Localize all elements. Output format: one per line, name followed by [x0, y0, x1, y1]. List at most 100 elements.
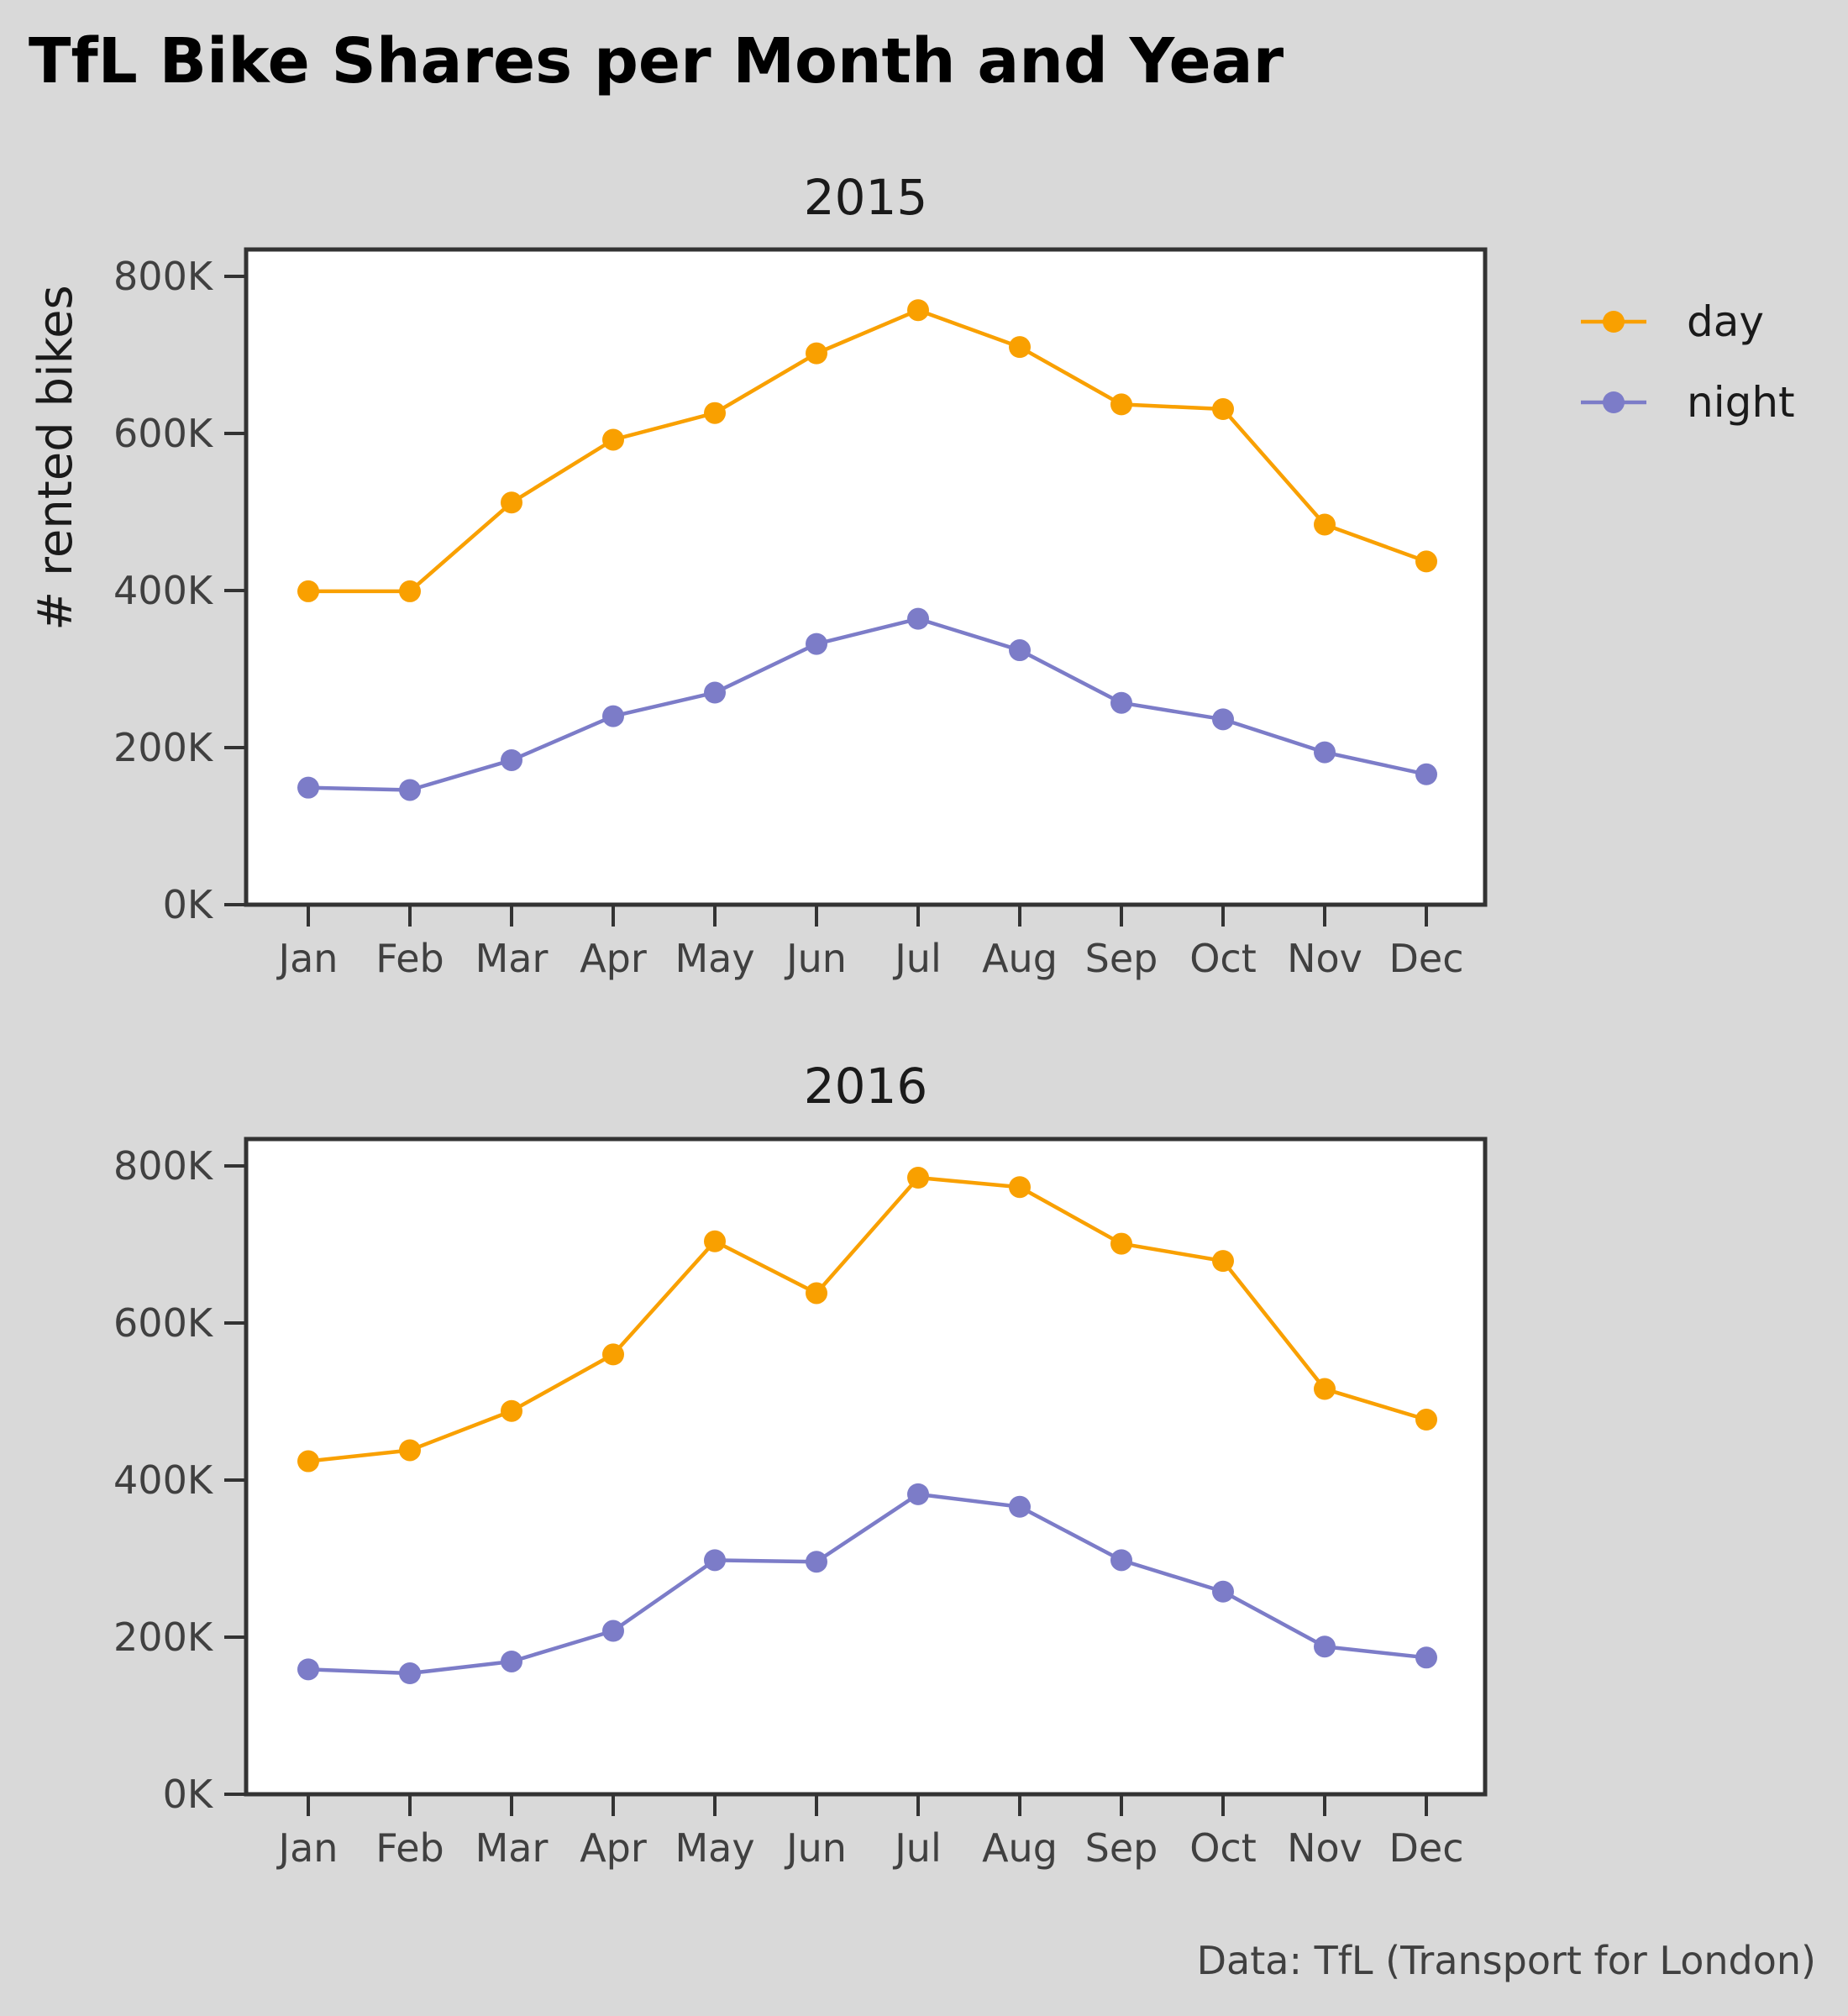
- data-point-night: [704, 681, 726, 704]
- facet-label: 2016: [804, 1058, 928, 1115]
- data-point-night: [297, 1658, 319, 1681]
- legend-key-point: [1603, 391, 1625, 413]
- data-point-night: [1009, 1495, 1031, 1518]
- legend-key-point: [1603, 311, 1625, 333]
- x-tick-label: Sep: [1085, 936, 1158, 981]
- y-tick-label: 800K: [113, 254, 214, 299]
- y-tick-label: 400K: [113, 568, 214, 613]
- x-tick-label: May: [675, 936, 754, 981]
- x-tick-label: Oct: [1189, 1825, 1257, 1871]
- x-tick-label: Jul: [892, 936, 942, 981]
- x-tick-label: Oct: [1189, 936, 1257, 981]
- series-line-night: [307, 1492, 1427, 1676]
- legend-label: night: [1687, 378, 1795, 427]
- x-tick-label: Jun: [784, 1825, 847, 1871]
- legend-label: day: [1687, 297, 1764, 346]
- panel-2015: 2015 0K 200K 400K 600K 800K Jan Feb Mar Apr May Jun…: [113, 169, 1488, 981]
- plot-area: [244, 1137, 1488, 1797]
- data-point-day: [1009, 1176, 1031, 1199]
- data-point-night: [704, 1549, 726, 1572]
- x-tick-label: Jul: [892, 1825, 942, 1871]
- x-tick-label: Aug: [982, 936, 1058, 981]
- data-point-night: [1415, 1646, 1437, 1669]
- y-tick-label: 800K: [113, 1143, 214, 1189]
- data-point-night: [602, 1620, 624, 1642]
- data-point-night: [399, 1662, 421, 1685]
- data-point-night: [1314, 741, 1336, 764]
- data-point-day: [297, 580, 319, 602]
- data-point-day: [1110, 393, 1132, 416]
- data-point-night: [1212, 708, 1234, 731]
- x-tick-label: Nov: [1287, 1825, 1362, 1871]
- x-tick-label: Aug: [982, 1825, 1058, 1871]
- data-point-day: [1009, 336, 1031, 359]
- data-point-night: [602, 705, 624, 727]
- y-axis-label: # rented bikes: [29, 285, 83, 630]
- legend: day night: [1581, 297, 1795, 427]
- x-tick-label: Apr: [580, 936, 647, 981]
- data-point-day: [399, 580, 421, 602]
- data-point-day: [1212, 1250, 1234, 1273]
- data-point-day: [297, 1450, 319, 1473]
- data-point-night: [1009, 639, 1031, 662]
- y-tick-label: 600K: [113, 1300, 214, 1346]
- data-point-night: [399, 779, 421, 801]
- data-point-day: [1415, 1409, 1437, 1431]
- x-tick-label: Jan: [276, 1825, 339, 1871]
- facet-label: 2015: [804, 169, 928, 226]
- data-point-day: [602, 1343, 624, 1366]
- data-point-day: [602, 428, 624, 451]
- x-tick-label: Feb: [375, 936, 444, 981]
- caption: Data: TfL (Transport for London): [1197, 1938, 1816, 1983]
- x-tick-label: Feb: [375, 1825, 444, 1871]
- data-point-night: [1314, 1635, 1336, 1658]
- data-point-night: [1212, 1580, 1234, 1603]
- data-point-day: [501, 1399, 522, 1422]
- y-tick-label: 200K: [113, 725, 214, 770]
- data-point-day: [704, 1230, 726, 1252]
- data-point-day: [907, 299, 929, 322]
- x-tick-label: Sep: [1085, 1825, 1158, 1871]
- y-tick-label: 0K: [163, 882, 214, 927]
- data-point-day: [501, 491, 522, 514]
- data-point-day: [1110, 1232, 1132, 1255]
- series-line-night: [307, 617, 1427, 792]
- data-point-night: [1110, 1549, 1132, 1572]
- data-point-night: [1110, 691, 1132, 714]
- x-tick-label: Jan: [276, 936, 339, 981]
- y-tick-label: 400K: [113, 1457, 214, 1503]
- series-day: [297, 299, 1437, 602]
- x-tick-label: Nov: [1287, 936, 1362, 981]
- legend-item-night: night: [1581, 378, 1795, 427]
- series-day: [297, 1167, 1437, 1473]
- y-tick-label: 200K: [113, 1614, 214, 1660]
- y-tick-label: 0K: [163, 1772, 214, 1817]
- data-point-day: [806, 1282, 827, 1305]
- x-tick-label: Dec: [1389, 1825, 1463, 1871]
- data-point-day: [1415, 550, 1437, 573]
- data-point-day: [399, 1439, 421, 1462]
- data-point-night: [501, 748, 522, 771]
- data-point-night: [806, 633, 827, 655]
- data-point-day: [704, 402, 726, 424]
- x-tick-label: Apr: [580, 1825, 647, 1871]
- x-tick-label: Jun: [784, 936, 847, 981]
- data-point-day: [806, 342, 827, 365]
- data-point-day: [1212, 398, 1234, 421]
- y-tick-label: 600K: [113, 411, 214, 456]
- series-night: [297, 607, 1437, 801]
- data-point-day: [1314, 513, 1336, 536]
- legend-item-day: day: [1581, 297, 1764, 346]
- data-point-night: [806, 1551, 827, 1573]
- x-tick-label: May: [675, 1825, 754, 1871]
- data-point-day: [907, 1167, 929, 1189]
- panel-2016: 2016 0K 200K 400K 600K 800K Jan Feb Mar Apr May Jun…: [113, 1058, 1488, 1871]
- data-point-day: [1314, 1378, 1336, 1400]
- x-tick-label: Mar: [475, 936, 549, 981]
- data-point-night: [501, 1650, 522, 1672]
- x-tick-label: Dec: [1389, 936, 1463, 981]
- data-point-night: [907, 1483, 929, 1505]
- data-point-night: [297, 776, 319, 799]
